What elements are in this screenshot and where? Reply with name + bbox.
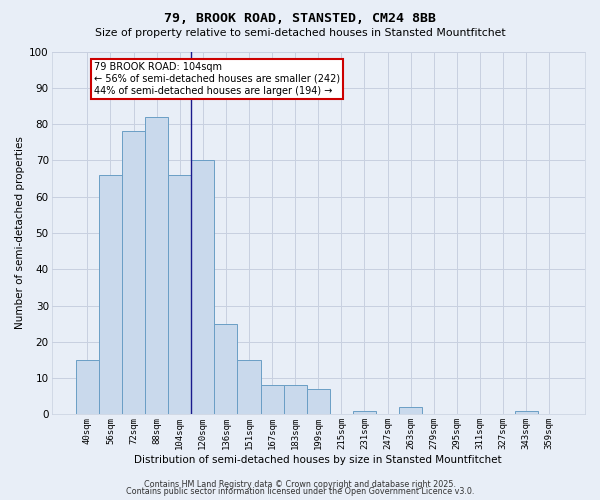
X-axis label: Distribution of semi-detached houses by size in Stansted Mountfitchet: Distribution of semi-detached houses by … [134,455,502,465]
Bar [515,411,538,414]
Bar [122,132,145,414]
Bar [214,324,238,414]
Y-axis label: Number of semi-detached properties: Number of semi-detached properties [15,136,25,330]
Text: Size of property relative to semi-detached houses in Stansted Mountfitchet: Size of property relative to semi-detach… [95,28,505,38]
Bar [307,389,330,414]
Bar [99,175,122,414]
Bar [238,360,260,414]
Text: Contains HM Land Registry data © Crown copyright and database right 2025.: Contains HM Land Registry data © Crown c… [144,480,456,489]
Bar [353,411,376,414]
Bar [168,175,191,414]
Text: Contains public sector information licensed under the Open Government Licence v3: Contains public sector information licen… [126,488,474,496]
Bar [399,407,422,414]
Bar [145,117,168,414]
Text: 79, BROOK ROAD, STANSTED, CM24 8BB: 79, BROOK ROAD, STANSTED, CM24 8BB [164,12,436,26]
Bar [76,360,99,414]
Text: 79 BROOK ROAD: 104sqm
← 56% of semi-detached houses are smaller (242)
44% of sem: 79 BROOK ROAD: 104sqm ← 56% of semi-deta… [94,62,340,96]
Bar [191,160,214,414]
Bar [284,386,307,414]
Bar [260,386,284,414]
